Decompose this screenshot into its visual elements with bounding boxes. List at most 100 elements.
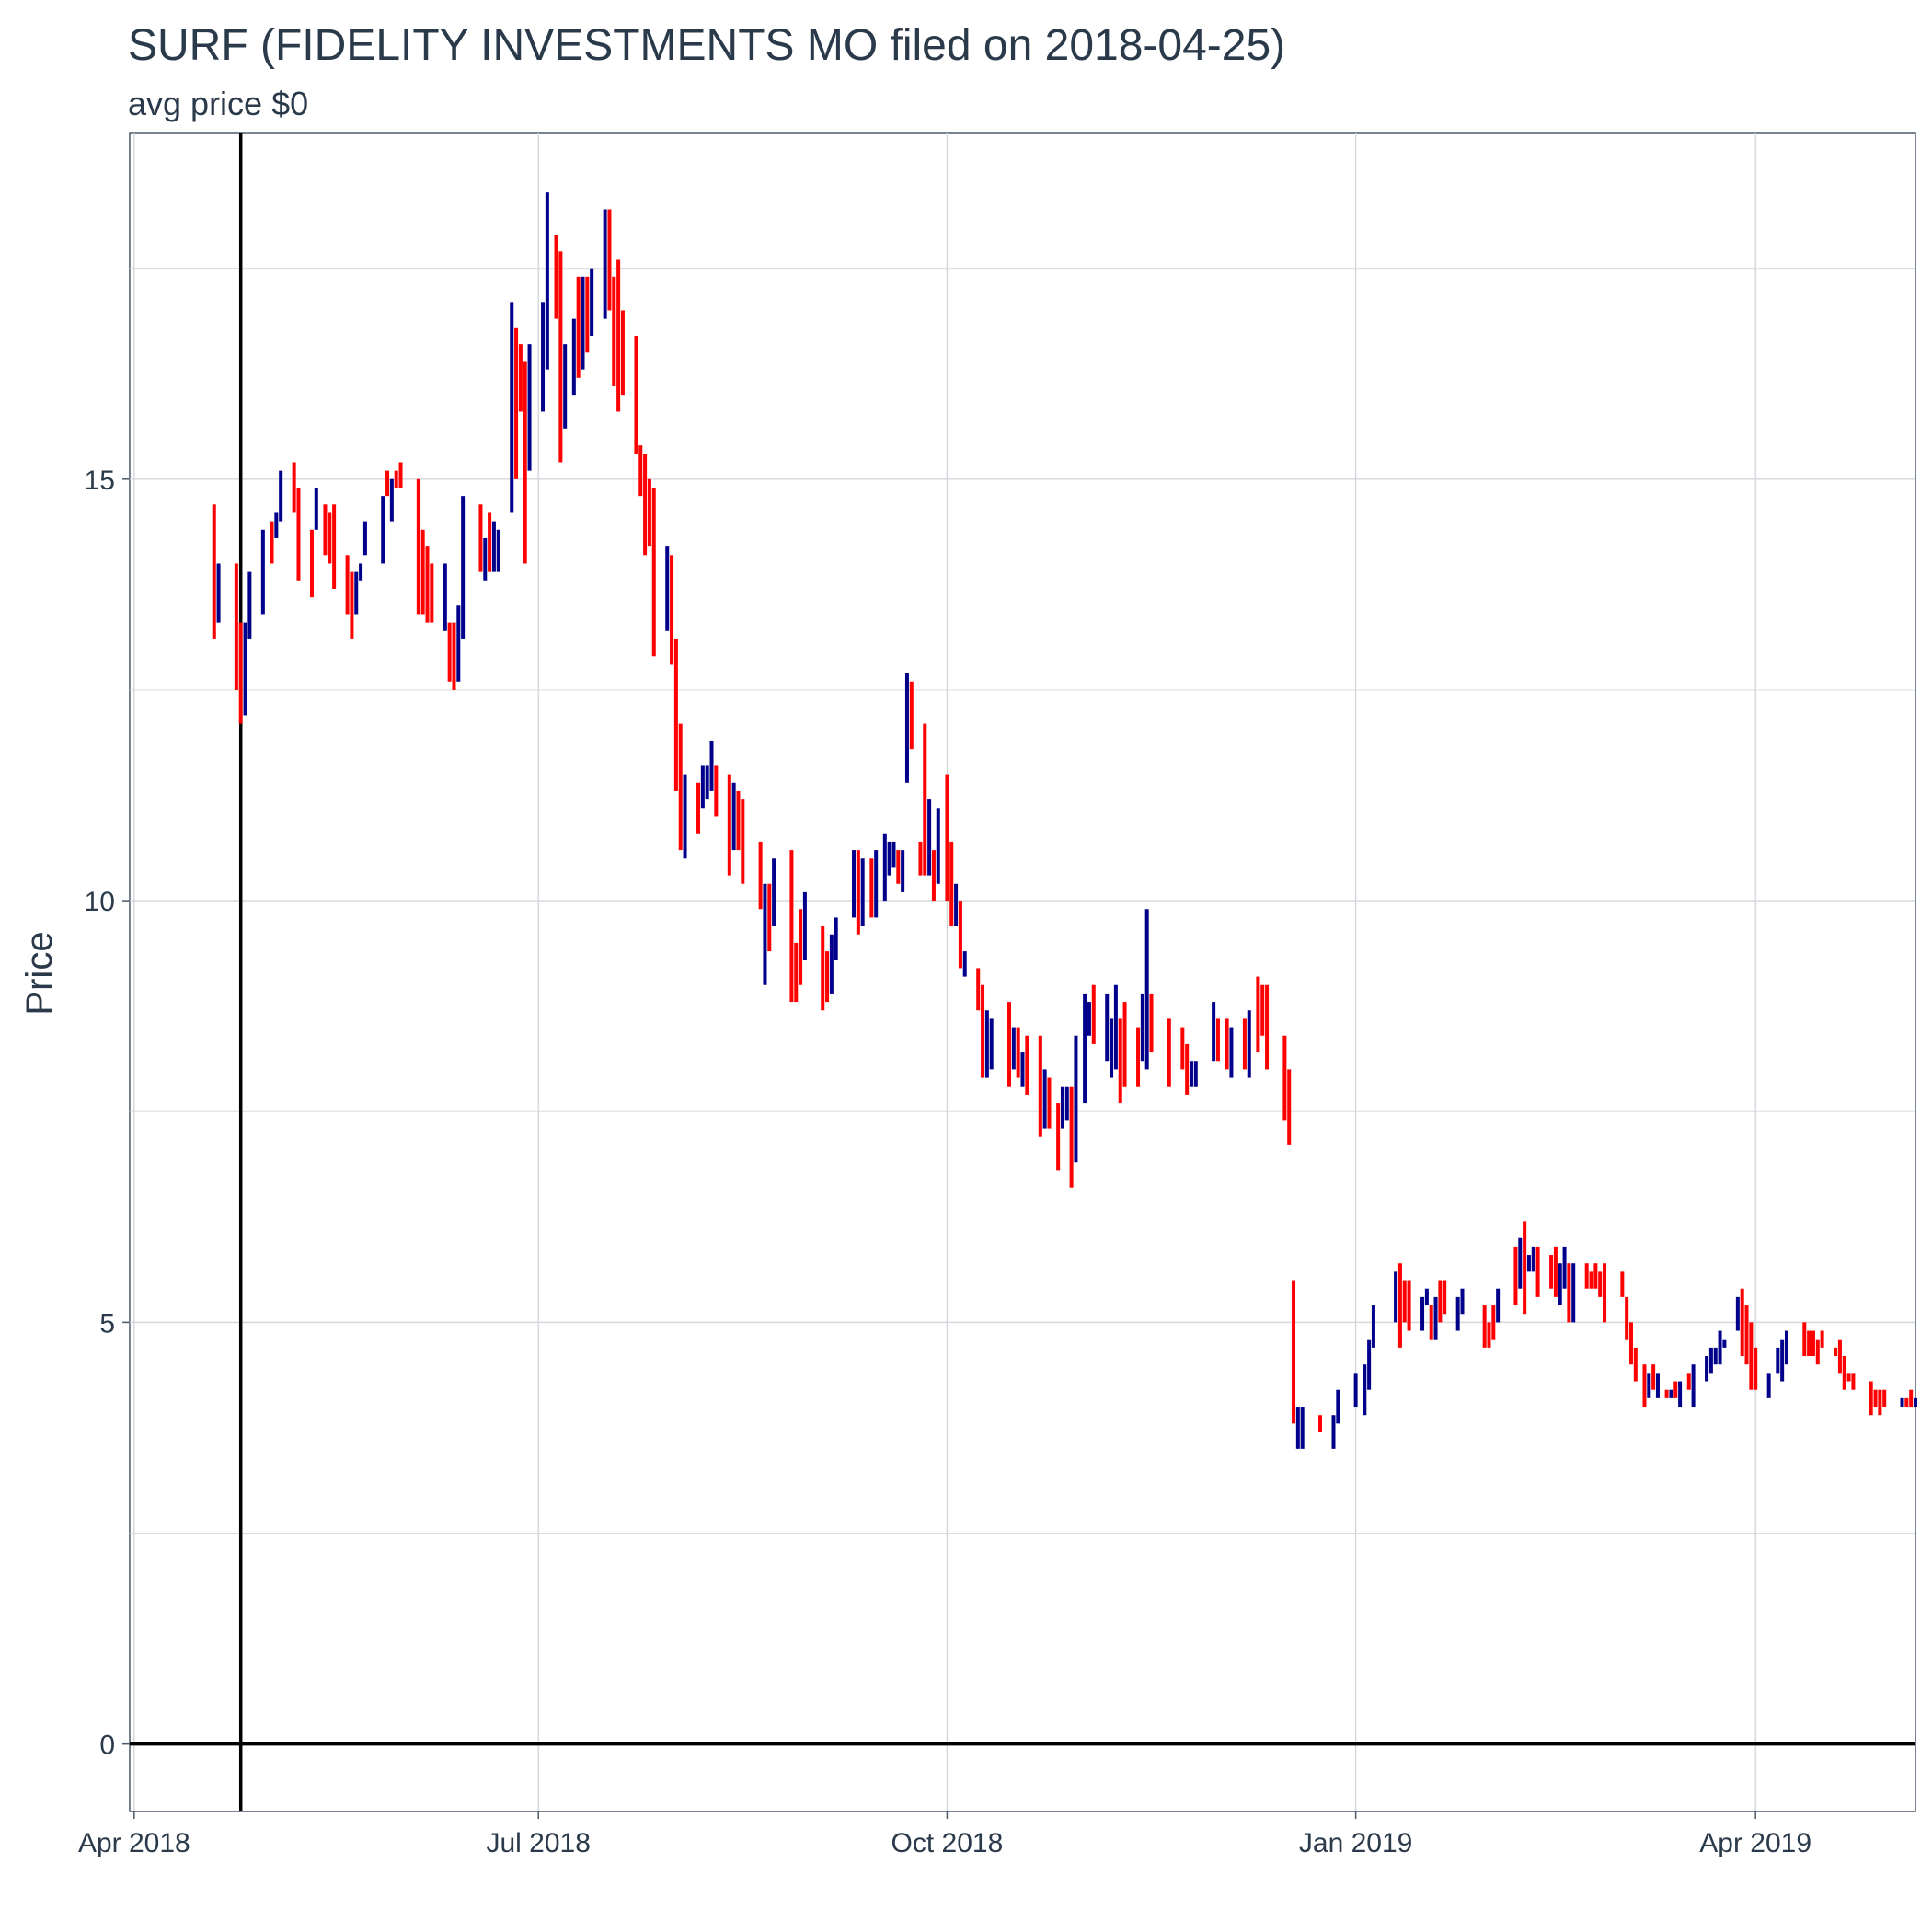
axes: 0 5 10 15 Apr 2018 Jul 2018 Oct 2018 Jan 2019 Ap… [78,466,1811,1858]
price-bar [1407,1280,1411,1331]
price-bar [1909,1389,1914,1408]
price-bar [425,546,430,623]
price-bar [1025,1035,1029,1095]
price-bar [1225,1018,1229,1070]
reference-lines [130,133,1915,1811]
price-bar [1069,1086,1074,1188]
price-bar [1042,1069,1047,1129]
price-bar [981,984,985,1078]
price-bar [461,496,466,639]
price-bar [1424,1288,1429,1306]
price-bar [1336,1389,1340,1424]
price-bar [350,571,354,639]
price-bar [638,445,643,497]
chart-subtitle: avg price $0 [128,85,309,122]
price-bar [616,259,621,412]
price-bar [496,529,500,572]
plot-panel [129,132,1916,1812]
price-bar [1549,1255,1554,1289]
price-bar [909,681,914,750]
price-bar [891,841,896,868]
price-bar [420,529,425,615]
price-bar [1180,1027,1185,1070]
price-bar [949,841,954,926]
price-bar [958,901,962,969]
price-bar [1740,1288,1744,1357]
price-bar [1367,1339,1372,1390]
price-bar [1766,1373,1771,1398]
price-bar [1669,1389,1673,1398]
price-bar [802,891,807,960]
price-bar [1869,1381,1873,1416]
price-bar [665,546,670,631]
price-bar [1363,1364,1367,1416]
price-bar [954,883,959,926]
price-bar [670,555,674,665]
price-bar [1482,1305,1487,1348]
price-bar [1526,1255,1531,1272]
price-bar [1438,1280,1443,1323]
price-bar [1655,1373,1660,1398]
price-bar [1620,1271,1625,1297]
price-bar [1754,1347,1758,1390]
price-bar [1260,984,1265,1036]
price-bar [709,740,714,791]
price-bar [1531,1246,1535,1272]
price-bar [1776,1347,1780,1374]
price-bar [834,917,838,960]
x-tick-label: Oct 2018 [891,1828,1004,1858]
price-bar [1628,1322,1633,1365]
price-bar [647,478,651,547]
price-bar [821,926,825,1011]
price-bar [1118,1018,1122,1104]
price-bar [478,504,483,572]
price-bar [1834,1347,1838,1357]
price-bar [603,209,607,319]
price-bar [345,555,350,615]
price-bar [1567,1263,1571,1323]
x-tick-label: Jul 2018 [486,1828,590,1858]
price-bar [1603,1263,1607,1323]
price-bar [882,833,887,902]
price-bar [1091,984,1096,1044]
price-bar [491,521,496,572]
price-bar [620,310,625,396]
price-bar [1300,1407,1305,1449]
price-bar [1064,1086,1069,1121]
price-bar [443,563,447,631]
price-bar [1331,1415,1336,1449]
price-bar [234,563,238,690]
price-bar [1647,1373,1651,1398]
price-bar [1735,1296,1740,1331]
price-bar [1292,1280,1296,1424]
price-bar [510,302,514,513]
price-bar [1562,1246,1567,1289]
price-bar [1007,1002,1012,1087]
price-bar [1087,1002,1091,1036]
price-bar [1397,1263,1402,1348]
price-bar [1047,1077,1052,1129]
price-bar [243,622,247,716]
price-bar [314,487,318,530]
price-bar [1247,1010,1251,1078]
price-bar [962,951,967,977]
price-bar [523,361,527,564]
price-bar [1815,1339,1820,1365]
price-bar [1673,1381,1678,1398]
price-bar [1842,1356,1846,1390]
price-bar [794,942,799,1003]
price-bar [1110,1018,1114,1078]
price-bar [1589,1271,1593,1289]
price-bar [945,774,949,902]
price-bar [545,192,549,370]
price-bar [1083,993,1087,1104]
price-bar [1295,1407,1300,1449]
price-bar [1433,1296,1438,1340]
price-bar [714,765,719,817]
price-bar [279,470,283,522]
x-tick-label: Apr 2019 [1699,1828,1811,1858]
price-bar [931,850,936,902]
price-bar [896,850,901,884]
price-bar [1686,1373,1691,1390]
